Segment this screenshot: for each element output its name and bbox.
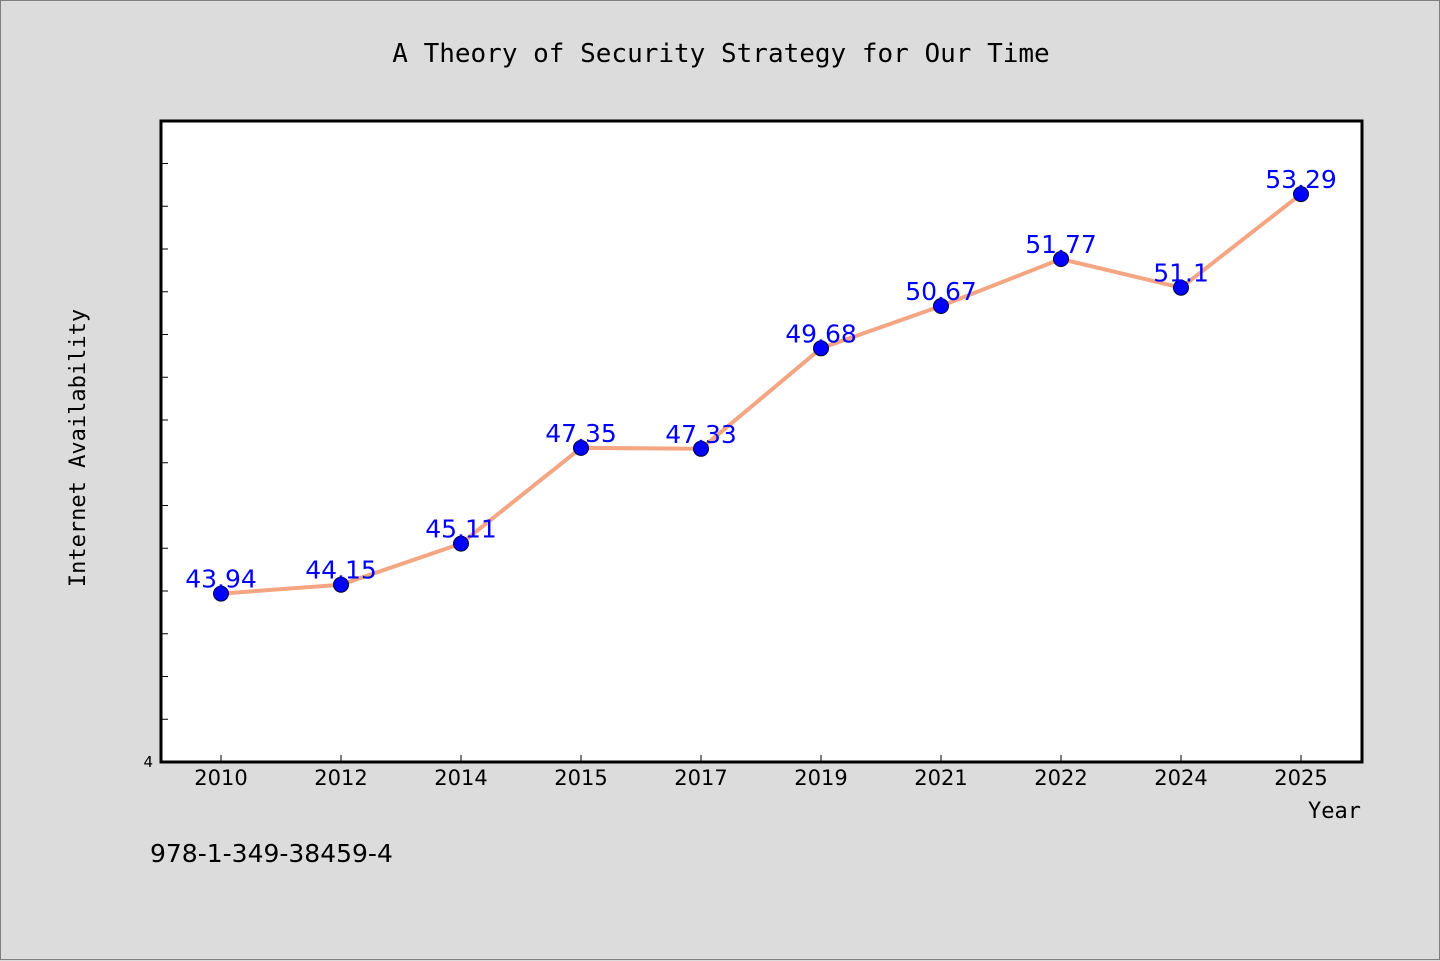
data-label: 51.77 [1025,230,1097,259]
data-point-marker [1293,186,1309,203]
x-tick-label: 2021 [914,766,967,790]
series-line-group [213,186,1309,602]
plot-area [159,119,1364,764]
x-tick-labels: 2010 2012 2014 2015 2017 2019 2021 2022 2024 2025 [194,766,1327,790]
data-label: 53.29 [1265,165,1337,194]
y-axis-ticks [161,163,168,763]
chart-title: A Theory of Security Strategy for Our Ti… [392,39,1049,69]
data-label: 50.67 [905,277,977,306]
data-label: 51.1 [1153,259,1209,288]
data-point-marker [933,298,949,314]
series-line [219,192,1303,596]
data-label: 45.11 [425,515,497,544]
data-label: 49.68 [785,319,857,348]
x-tick-label: 2014 [434,766,487,790]
data-labels: 43.94 44.15 45.11 47.35 47.33 49.68 50.67 51.77… [185,165,1337,593]
x-tick-label: 2017 [674,766,727,790]
x-tick-label: 2024 [1154,766,1207,790]
data-point-marker [693,440,709,457]
x-tick-label: 2012 [314,766,367,790]
footer-isbn-text: 978-1-349-38459-4 [150,839,393,868]
data-label: 47.35 [545,419,617,448]
x-axis-ticks [220,755,1302,762]
data-point-marker [213,585,229,602]
data-point-marker [573,439,589,456]
y-axis-label: Internet Availability [66,309,91,587]
data-label: 47.33 [665,420,737,449]
x-tick-label: 2022 [1034,766,1087,790]
data-point-marker [1173,279,1189,296]
data-label: 44.15 [305,556,377,585]
x-axis-label: Year [1308,799,1361,824]
y-tick-label: 4 [143,753,153,771]
x-tick-label: 2025 [1274,766,1327,790]
data-point-marker [1053,251,1069,267]
x-tick-label: 2015 [554,766,607,790]
data-point-marker [453,535,469,552]
x-tick-label: 2010 [194,766,247,790]
data-label: 43.94 [185,565,257,594]
data-point-marker [813,340,829,357]
data-point-marker [333,576,349,593]
x-tick-label: 2019 [794,766,847,790]
